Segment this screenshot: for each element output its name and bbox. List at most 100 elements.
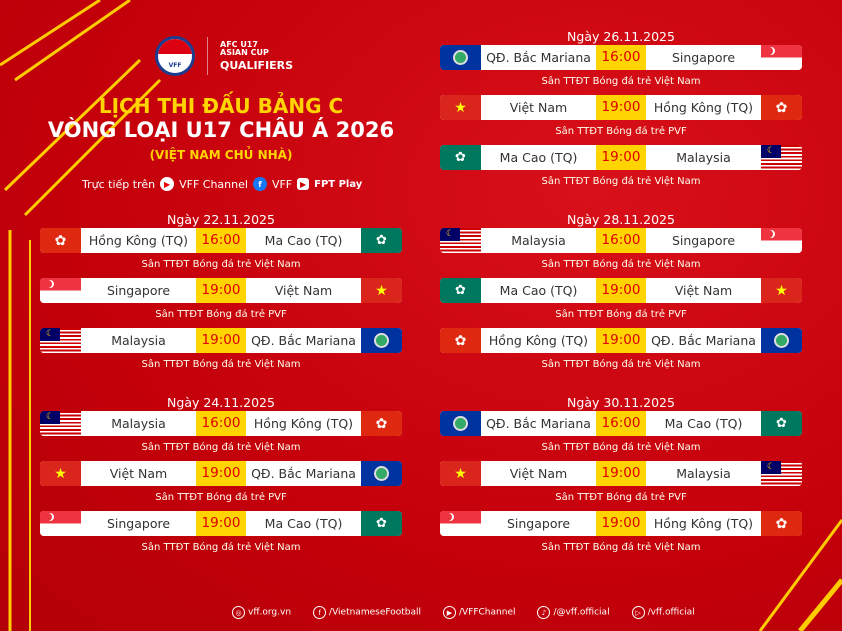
match-row: ☾ Malaysia 16:00 Hồng Kông (TQ) ✿ [40, 411, 402, 436]
kickoff-time: 19:00 [596, 278, 646, 303]
venue: Sân TTĐT Bóng đá trẻ Việt Nam [541, 259, 701, 270]
match-row: ★ Việt Nam 19:00 Hồng Kông (TQ) ✿ [440, 95, 802, 120]
footer-link[interactable]: ▶/VFFChannel [442, 606, 515, 619]
hong-kong-flag-icon: ✿ [440, 328, 481, 353]
channel-fpt-play[interactable]: FPT Play [314, 178, 363, 190]
macau-flag-icon: ✿ [440, 278, 481, 303]
venue: Sân TTĐT Bóng đá trẻ Việt Nam [141, 259, 301, 270]
malaysia-flag-icon: ☾ [761, 461, 802, 486]
match-date: Ngày 24.11.2025 [167, 395, 275, 410]
match-date: Ngày 22.11.2025 [167, 212, 275, 227]
northern-mariana-flag-icon [761, 328, 802, 353]
match-day: Ngày 22.11.2025 ✿ Hồng Kông (TQ) 16:00 M… [40, 212, 402, 378]
footer-link[interactable]: ◎ vff.org.vn [232, 606, 291, 619]
home-team: QĐ. Bắc Mariana [486, 416, 591, 431]
home-team: QĐ. Bắc Mariana [486, 50, 591, 65]
channel-vff-channel[interactable]: VFF Channel [179, 177, 248, 191]
away-team: Singapore [671, 233, 736, 248]
macau-flag-icon: ✿ [761, 411, 802, 436]
away-team: Việt Nam [274, 283, 333, 298]
home-team: Việt Nam [109, 466, 168, 481]
singapore-flag-icon [40, 511, 81, 536]
home-team: Singapore [506, 516, 571, 531]
vff-logo: VFF [155, 36, 195, 76]
match-day: Ngày 26.11.2025 QĐ. Bắc Mariana 16:00 Si… [440, 29, 802, 195]
vietnam-flag-icon: ★ [440, 95, 481, 120]
logos: VFF AFC U17 ASIAN CUP QUALIFIERS [155, 36, 293, 76]
footer-link[interactable]: f/VietnameseFootball [313, 606, 421, 619]
venue: Sân TTĐT Bóng đá trẻ Việt Nam [541, 442, 701, 453]
match-date: Ngày 26.11.2025 [567, 29, 675, 44]
malaysia-flag-icon: ☾ [440, 228, 481, 253]
match-row: ✿ Ma Cao (TQ) 19:00 Việt Nam ★ [440, 278, 802, 303]
northern-mariana-flag-icon [361, 461, 402, 486]
tiktok-icon: ♪ [537, 606, 551, 619]
match-date: Ngày 30.11.2025 [567, 395, 675, 410]
fpt-play-icon: ▷ [631, 606, 645, 619]
home-team: Malaysia [111, 416, 166, 431]
home-team: Singapore [106, 516, 171, 531]
venue: Sân TTĐT Bóng đá trẻ Việt Nam [141, 442, 301, 453]
footer-link[interactable]: ♪/@vff.official [537, 606, 610, 619]
kickoff-time: 19:00 [596, 461, 646, 486]
vietnam-flag-icon: ★ [440, 461, 481, 486]
venue: Sân TTĐT Bóng đá trẻ Việt Nam [541, 359, 701, 370]
hong-kong-flag-icon: ✿ [761, 95, 802, 120]
venue: Sân TTĐT Bóng đá trẻ PVF [555, 492, 687, 503]
title-line1: LỊCH THI ĐẤU BẢNG C [98, 94, 344, 118]
malaysia-flag-icon: ☾ [761, 145, 802, 170]
singapore-flag-icon [40, 278, 81, 303]
venue: Sân TTĐT Bóng đá trẻ Việt Nam [141, 359, 301, 370]
kickoff-time: 19:00 [596, 511, 646, 536]
venue: Sân TTĐT Bóng đá trẻ Việt Nam [141, 542, 301, 553]
kickoff-time: 19:00 [196, 461, 246, 486]
footer-link[interactable]: ▷/vff.official [631, 606, 695, 619]
fpt-play-icon: ▶ [297, 178, 310, 190]
malaysia-flag-icon: ☾ [40, 411, 81, 436]
kickoff-time: 16:00 [196, 228, 246, 253]
home-team: Hồng Kông (TQ) [88, 233, 189, 248]
globe-icon: ◎ [232, 606, 245, 619]
youtube-icon: ▶ [160, 177, 175, 191]
northern-mariana-flag-icon [440, 45, 481, 70]
home-team: Singapore [106, 283, 171, 298]
match-row: ✿ Ma Cao (TQ) 19:00 Malaysia ☾ [440, 145, 802, 170]
singapore-flag-icon [761, 45, 802, 70]
macau-flag-icon: ✿ [361, 511, 402, 536]
away-team: QĐ. Bắc Mariana [251, 333, 356, 348]
match-row: ★ Việt Nam 19:00 Malaysia ☾ [440, 461, 802, 486]
facebook-icon: f [313, 606, 327, 619]
hong-kong-flag-icon: ✿ [361, 411, 402, 436]
kickoff-time: 19:00 [596, 95, 646, 120]
northern-mariana-flag-icon [440, 411, 481, 436]
hong-kong-flag-icon: ✿ [761, 511, 802, 536]
malaysia-flag-icon: ☾ [40, 328, 81, 353]
away-team: Hồng Kông (TQ) [653, 516, 754, 531]
channel-vff[interactable]: VFF [271, 177, 293, 191]
match-row: ✿ Hồng Kông (TQ) 16:00 Ma Cao (TQ) ✿ [40, 228, 402, 253]
home-team: Ma Cao (TQ) [499, 283, 578, 298]
home-team: Malaysia [111, 333, 166, 348]
afc-u17-asian-cup-logo: AFC U17 ASIAN CUP QUALIFIERS [220, 40, 294, 72]
match-row: ☾ Malaysia 19:00 QĐ. Bắc Mariana [40, 328, 402, 353]
away-team: Ma Cao (TQ) [264, 516, 343, 531]
footer: ◎ vff.org.vn f/VietnameseFootball ▶/VFFChan… [232, 606, 695, 619]
kickoff-time: 16:00 [596, 45, 646, 70]
northern-mariana-flag-icon [361, 328, 402, 353]
kickoff-time: 19:00 [596, 145, 646, 170]
kickoff-time: 16:00 [596, 228, 646, 253]
venue: Sân TTĐT Bóng đá trẻ Việt Nam [541, 542, 701, 553]
vietnam-flag-icon: ★ [361, 278, 402, 303]
away-team: Singapore [671, 50, 736, 65]
hong-kong-flag-icon: ✿ [40, 228, 81, 253]
away-team: Malaysia [676, 150, 731, 165]
facebook-icon: f [252, 177, 267, 191]
home-team: Việt Nam [509, 466, 568, 481]
match-row: QĐ. Bắc Mariana 16:00 Singapore [440, 45, 802, 70]
kickoff-time: 19:00 [196, 278, 246, 303]
match-day: Ngày 24.11.2025 ☾ Malaysia 16:00 Hồng Kô… [40, 395, 402, 561]
kickoff-time: 19:00 [596, 328, 646, 353]
away-team: Hồng Kông (TQ) [653, 100, 754, 115]
away-team: Ma Cao (TQ) [664, 416, 743, 431]
